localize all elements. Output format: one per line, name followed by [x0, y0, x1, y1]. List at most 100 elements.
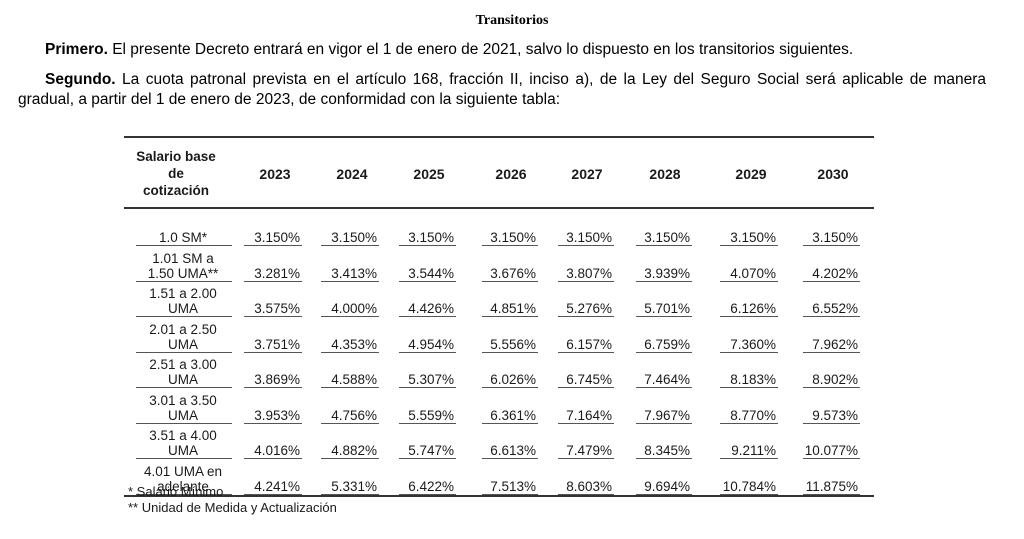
row-label: 2.01 a 2.50 UMA	[138, 322, 228, 352]
cell-underline	[636, 351, 692, 353]
cell-underline	[482, 422, 538, 424]
rate-cell: 3.150%	[490, 230, 536, 245]
cell-underline	[399, 422, 456, 424]
footnote-salario-minimo: * Salario Mínimo	[128, 484, 224, 499]
rate-cell: 3.150%	[331, 230, 377, 245]
rate-cell: 4.070%	[730, 265, 776, 281]
cell-underline	[803, 316, 860, 317]
row-label-line-2: UMA	[168, 443, 198, 458]
rate-cell: 10.077%	[804, 443, 858, 458]
rate-cell: 7.967%	[644, 407, 690, 423]
cell-underline	[558, 422, 614, 424]
cell-underline	[636, 280, 692, 282]
row-label: 3.51 a 4.00 UMA	[138, 428, 228, 458]
rate-cell: 3.953%	[254, 407, 300, 423]
cell-underline	[321, 245, 379, 246]
row-label: 1.0 SM*	[138, 230, 228, 245]
segundo-label: Segundo.	[45, 71, 116, 88]
rate-cell: 9.573%	[812, 407, 858, 423]
table-row: 1.01 SM a 1.50 UMA** 3.281% 3.413% 3.544% 3.6…	[124, 246, 874, 282]
table-row: 1.0 SM* 3.150% 3.150% 3.150% 3.150% 3.150% 3.1…	[124, 210, 874, 246]
rate-cell: 3.150%	[812, 230, 858, 245]
cell-underline	[321, 493, 379, 495]
row-label-line-2: adelante	[157, 478, 209, 494]
rate-cell: 6.552%	[812, 301, 858, 316]
cell-underline	[482, 316, 538, 317]
rate-cell: 4.882%	[331, 443, 377, 458]
header-line-2: de	[168, 166, 184, 181]
rate-cell: 6.422%	[408, 478, 454, 494]
rate-cell: 6.759%	[644, 336, 690, 352]
header-line-3: cotización	[142, 183, 209, 198]
cell-underline	[558, 458, 614, 459]
rate-cell: 5.747%	[408, 443, 454, 458]
rate-cell: 4.426%	[408, 301, 454, 316]
rate-cell: 3.150%	[254, 230, 300, 245]
rate-cell: 7.479%	[566, 443, 612, 458]
rate-cell: 8.902%	[812, 372, 858, 387]
rate-cell: 4.241%	[254, 478, 300, 494]
primero-label: Primero.	[45, 41, 108, 58]
rate-cell: 3.751%	[254, 336, 300, 352]
cell-underline	[482, 493, 538, 495]
cell-underline	[136, 493, 232, 495]
rate-cell: 9.211%	[731, 443, 776, 458]
cell-underline	[399, 493, 456, 495]
row-label-line-2: 1.0 SM*	[158, 230, 208, 245]
cell-underline	[136, 245, 232, 246]
rate-cell: 4.016%	[254, 443, 300, 458]
cell-underline	[720, 280, 778, 282]
cell-underline	[482, 280, 538, 282]
rate-cell: 3.413%	[331, 265, 377, 281]
rate-cell: 6.157%	[566, 336, 612, 352]
cell-underline	[558, 493, 614, 495]
rate-cell: 3.150%	[644, 230, 690, 245]
rate-cell: 3.676%	[490, 265, 536, 281]
row-label-line-1: 1.01 SM a	[152, 250, 214, 266]
section-title: Transitorios	[475, 13, 549, 28]
header-line-1: Salario base	[136, 149, 216, 164]
row-label: 2.51 a 3.00 UMA	[138, 357, 228, 387]
row-label-line-2: UMA	[168, 336, 198, 352]
rate-cell: 8.603%	[566, 478, 612, 494]
cell-underline	[803, 422, 860, 424]
rate-cell: 3.869%	[254, 372, 300, 387]
cell-underline	[244, 387, 302, 388]
cell-underline	[558, 351, 614, 353]
cell-underline	[244, 458, 302, 459]
cell-underline	[803, 493, 860, 495]
rate-cell: 3.939%	[644, 265, 690, 281]
cell-underline	[399, 458, 456, 459]
row-label: 3.01 a 3.50 UMA	[138, 393, 228, 423]
table-row: 4.01 UMA en adelante 4.241% 5.331% 6.422% 7.5…	[124, 459, 874, 495]
row-label-line-1: 2.01 a 2.50	[149, 321, 217, 337]
cell-underline	[558, 280, 614, 282]
cell-underline	[321, 387, 379, 388]
rate-cell: 4.000%	[331, 301, 377, 316]
rate-cell: 6.613%	[490, 443, 536, 458]
cell-underline	[136, 422, 232, 424]
cell-underline	[244, 245, 302, 246]
cell-underline	[558, 387, 614, 388]
rate-cell: 7.164%	[566, 407, 612, 423]
cell-underline	[399, 316, 456, 317]
header-year-2023: 2023	[259, 166, 291, 182]
rate-cell: 5.307%	[408, 372, 454, 387]
cell-underline	[720, 458, 778, 459]
cell-underline	[720, 245, 778, 246]
rate-cell: 6.026%	[490, 372, 536, 387]
row-label: 1.51 a 2.00 UMA	[138, 286, 228, 316]
row-label-line-2: 1.50 UMA**	[147, 265, 219, 281]
cell-underline	[803, 458, 860, 459]
cell-underline	[482, 387, 538, 388]
header-year-2024: 2024	[336, 166, 368, 182]
rate-cell: 4.353%	[331, 336, 377, 352]
rate-cell: 5.701%	[644, 301, 690, 316]
row-label: 1.01 SM a 1.50 UMA**	[138, 251, 228, 281]
rate-cell: 5.556%	[490, 336, 536, 352]
cell-underline	[321, 351, 379, 353]
header-year-2028: 2028	[649, 166, 681, 182]
rate-cell: 5.276%	[566, 301, 612, 316]
cell-underline	[720, 422, 778, 424]
cell-underline	[482, 351, 538, 353]
